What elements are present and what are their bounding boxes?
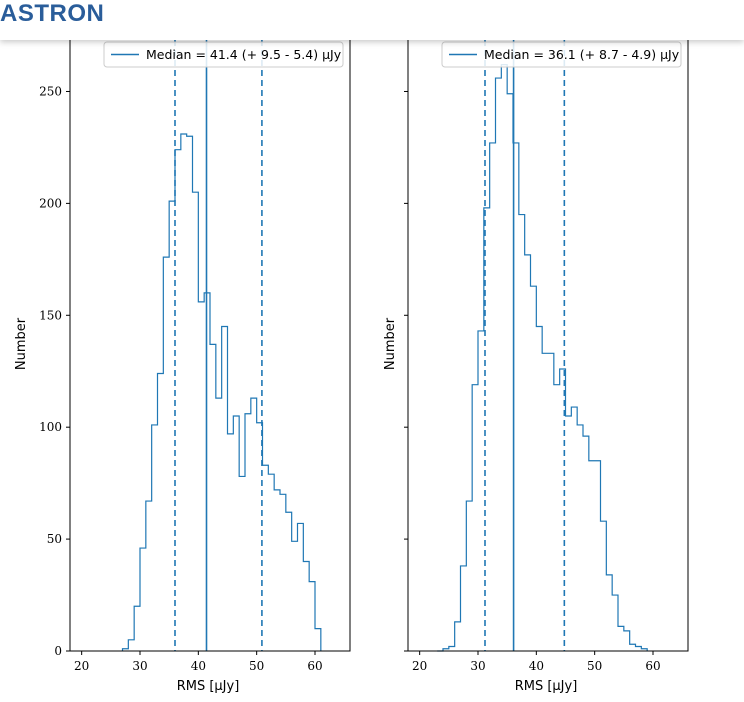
x-axis-label: RMS [μJy] <box>515 679 578 694</box>
legend: Median = 36.1 (+ 8.7 - 4.9) μJy <box>441 41 682 68</box>
legend-label: Median = 36.1 (+ 8.7 - 4.9) μJy <box>484 47 680 62</box>
x-tick-label: 30 <box>470 659 485 673</box>
histogram-step-line <box>437 64 648 652</box>
x-tick-label: 40 <box>529 659 544 673</box>
legend: Median = 41.4 (+ 9.5 - 5.4) μJy <box>103 41 344 68</box>
legend-box <box>103 41 344 68</box>
x-tick-label: 30 <box>132 659 147 673</box>
x-tick-label: 20 <box>412 659 427 673</box>
astron-logo[interactable]: ASTRON <box>0 0 105 27</box>
x-tick-label: 50 <box>249 659 264 673</box>
x-axis-label: RMS [μJy] <box>177 679 240 694</box>
y-tick-label: 100 <box>39 420 62 434</box>
y-axis-label: Number <box>14 317 29 370</box>
y-tick-label: 250 <box>39 84 62 98</box>
y-axis-label: Number <box>383 317 398 370</box>
x-tick-label: 60 <box>307 659 322 673</box>
y-tick-label: 200 <box>39 196 62 210</box>
histogram-step-line <box>121 133 322 651</box>
y-tick-label: 150 <box>39 308 62 322</box>
x-tick-label: 40 <box>191 659 206 673</box>
y-tick-label: 0 <box>54 644 62 658</box>
histogram-panel-2: 20 30 40 50 60 RMS [μJy] Number Median = 36.1 (… <box>383 19 689 694</box>
histogram-panel-1: 20 30 40 50 60 0 50 100 150 200 250 RMS [μJy] Number… <box>14 19 351 694</box>
x-tick-label: 20 <box>74 659 89 673</box>
x-tick-label: 50 <box>587 659 602 673</box>
y-tick-label: 50 <box>47 532 62 546</box>
axes-frame <box>407 19 689 652</box>
legend-label: Median = 41.4 (+ 9.5 - 5.4) μJy <box>146 47 342 62</box>
x-tick-label: 60 <box>645 659 660 673</box>
site-header-bar: ASTRON <box>0 0 744 40</box>
legend-box <box>441 41 682 68</box>
